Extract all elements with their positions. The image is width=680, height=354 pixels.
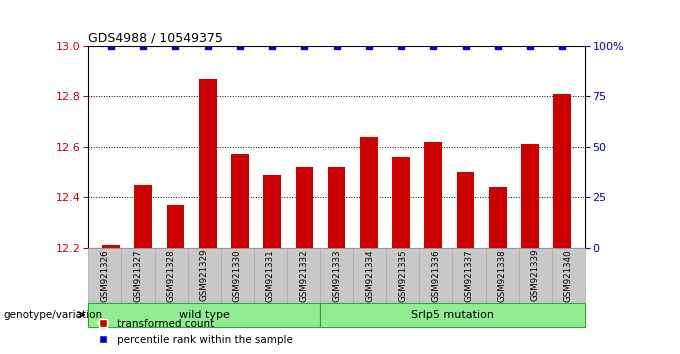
Text: Srlp5 mutation: Srlp5 mutation <box>411 310 494 320</box>
Text: GSM921338: GSM921338 <box>498 249 507 302</box>
Bar <box>296 167 313 248</box>
Text: genotype/variation: genotype/variation <box>3 310 103 320</box>
Bar <box>231 154 249 248</box>
Text: GDS4988 / 10549375: GDS4988 / 10549375 <box>88 32 223 45</box>
Bar <box>167 205 184 248</box>
Text: GSM921333: GSM921333 <box>332 249 341 302</box>
Text: GSM921340: GSM921340 <box>564 249 573 302</box>
Text: GSM921331: GSM921331 <box>266 249 275 302</box>
Bar <box>199 79 216 248</box>
Text: GSM921328: GSM921328 <box>167 249 175 302</box>
Bar <box>489 187 507 248</box>
Legend: transformed count, percentile rank within the sample: transformed count, percentile rank withi… <box>94 315 296 349</box>
Text: GSM921326: GSM921326 <box>101 249 109 302</box>
Bar <box>424 142 442 248</box>
Text: GSM921332: GSM921332 <box>299 249 308 302</box>
Bar <box>392 157 410 248</box>
Text: GSM921335: GSM921335 <box>398 249 407 302</box>
Bar <box>102 245 120 248</box>
Bar <box>360 137 377 248</box>
Text: GSM921327: GSM921327 <box>133 249 143 302</box>
Bar <box>521 144 539 248</box>
Bar <box>263 175 281 248</box>
Bar <box>328 167 345 248</box>
Text: GSM921334: GSM921334 <box>365 249 374 302</box>
Bar <box>554 94 571 248</box>
Bar <box>135 185 152 248</box>
Text: GSM921339: GSM921339 <box>530 249 540 302</box>
Text: GSM921336: GSM921336 <box>431 249 441 302</box>
Text: GSM921337: GSM921337 <box>464 249 473 302</box>
Text: GSM921330: GSM921330 <box>233 249 242 302</box>
Bar <box>457 172 475 248</box>
Text: GSM921329: GSM921329 <box>200 249 209 302</box>
Text: wild type: wild type <box>179 310 230 320</box>
